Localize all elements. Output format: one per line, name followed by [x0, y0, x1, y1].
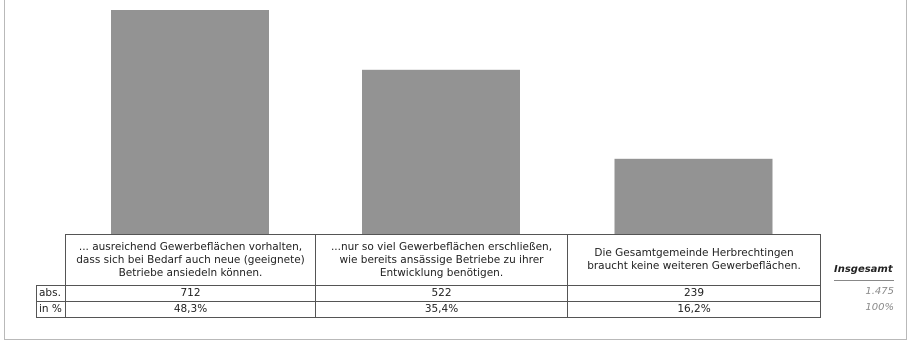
- table-cell-pct-3: 16,2%: [677, 303, 711, 315]
- table-border-right: [820, 285, 821, 318]
- total-underline: [834, 280, 894, 281]
- table-divider-1: [315, 285, 316, 318]
- table-border-middle: [36, 301, 821, 302]
- total-abs: 1.475: [865, 286, 894, 297]
- bar-3: [614, 158, 773, 234]
- category-label-2: ...nur so viel Gewerbeflächen erschließe…: [315, 234, 568, 286]
- row-label-abs: abs.: [39, 287, 61, 299]
- table-cell-abs-3: 239: [683, 287, 705, 299]
- table-border-bottom: [36, 317, 821, 318]
- table-border-left: [36, 285, 37, 318]
- total-pct: 100%: [865, 302, 894, 313]
- total-header: Insgesamt: [834, 264, 893, 275]
- table-cell-abs-2: 522: [431, 287, 452, 299]
- table-cell-pct-2: 35,4%: [424, 303, 459, 315]
- category-label-1: ... ausreichend Gewerbeflächen vorhalten…: [65, 234, 316, 286]
- table-border-top: [36, 285, 821, 286]
- category-label-3: Die Gesamtgemeinde Herbrechtingen brauch…: [567, 234, 821, 286]
- row-label-percent: in %: [39, 303, 62, 315]
- bar-2: [362, 69, 520, 234]
- table-cell-abs-1: 712: [180, 287, 201, 299]
- bar-1: [111, 10, 269, 234]
- chart-frame: [4, 0, 907, 340]
- table-cell-pct-1: 48,3%: [173, 303, 208, 315]
- table-divider-label: [65, 285, 66, 318]
- table-divider-2: [567, 285, 568, 318]
